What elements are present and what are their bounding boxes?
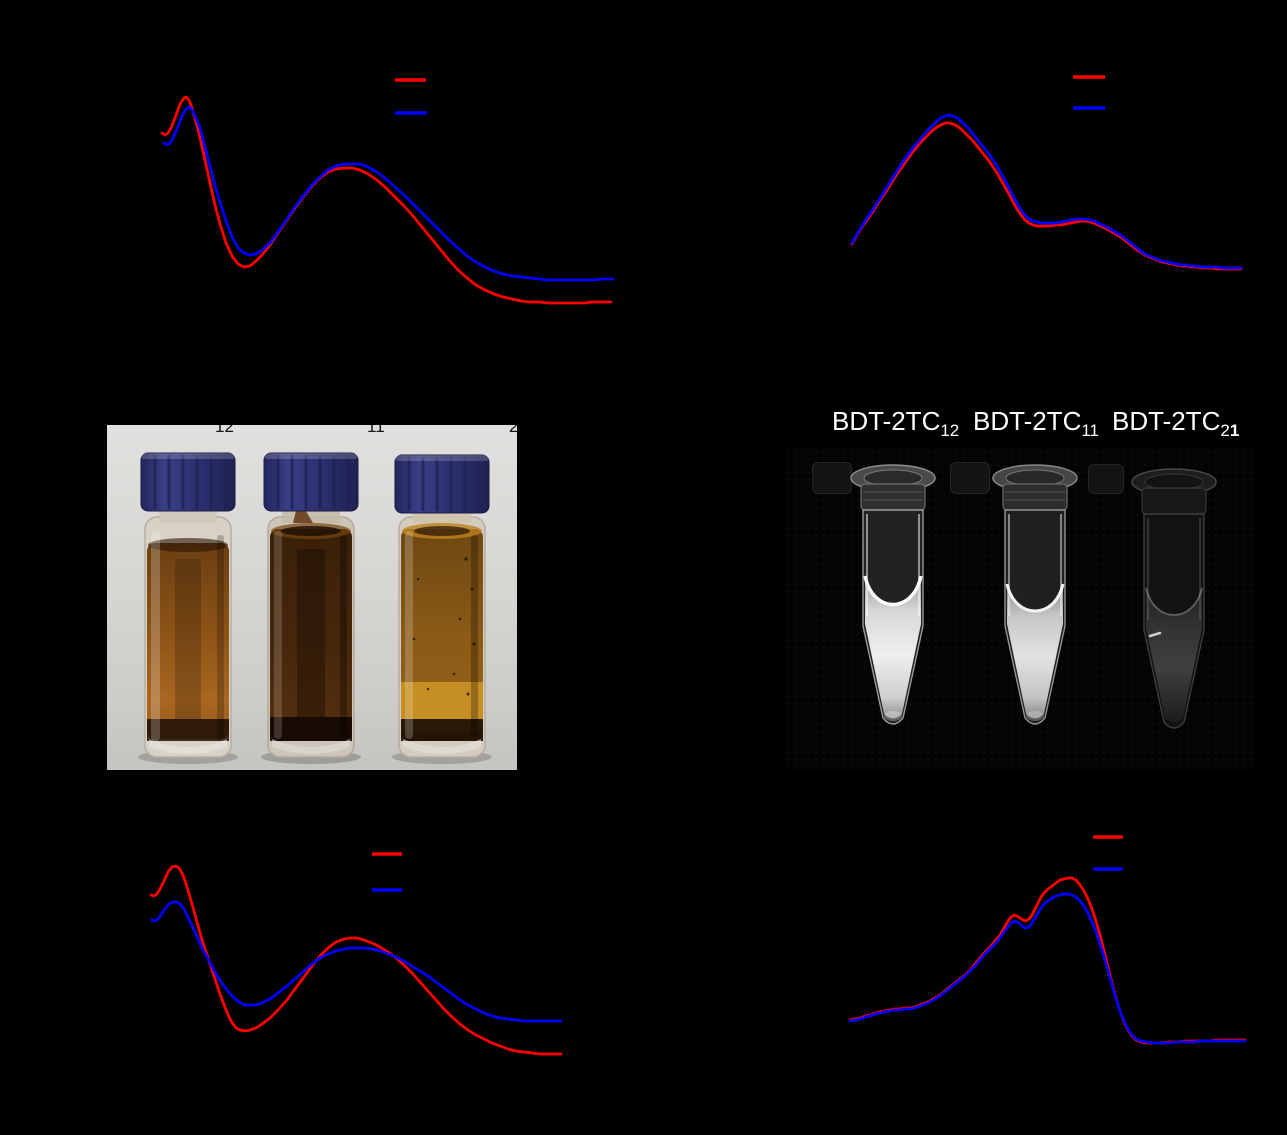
vial-3-image (392, 454, 492, 764)
tube-label-3: BDT-2TC21 (1112, 406, 1240, 440)
tube-2-image (992, 464, 1078, 725)
vial-1-image (138, 452, 238, 764)
tube-1 (843, 456, 943, 741)
tube-2-cap-tab (950, 462, 990, 494)
tubes-photo (785, 448, 1255, 770)
tube-label-1: BDT-2TC12 (832, 406, 960, 440)
spectrum-top-left-series-red (160, 95, 613, 305)
spectrum-bottom-left-series-red (149, 864, 563, 1056)
vial-1 (135, 439, 241, 765)
tube-label-2: BDT-2TC11 (973, 406, 1099, 440)
tube-labels-row: BDT-2TC12 BDT-2TC11 BDT-2TC21 (785, 404, 1263, 446)
vial-label-fragment-2: 11 (367, 425, 385, 436)
vial-2-image (261, 452, 361, 764)
spectrum-bottom-left-series-blue (150, 900, 563, 1023)
vial-3 (388, 439, 496, 765)
vials-photo: 12 11 2 (107, 425, 517, 770)
chart-bottom-left-spectrum (130, 840, 660, 1075)
spectrum-top-left-series-blue (162, 105, 615, 282)
chart-top-left-spectrum (130, 60, 660, 330)
tube-3-cap-tab (1088, 464, 1124, 494)
vial-label-fragment-1: 12 (215, 425, 234, 436)
spectrum-bottom-right-series-blue (848, 892, 1247, 1045)
tube-1-image (850, 464, 936, 725)
spectrum-top-right-series-blue (850, 113, 1243, 270)
chart-top-right-spectrum (820, 60, 1270, 300)
tube-2 (985, 456, 1085, 741)
vial-label-fragment-3: 2 (509, 425, 517, 436)
vial-2 (259, 439, 363, 765)
chart-bottom-right-spectrum (820, 820, 1270, 1060)
tube-1-cap-tab (812, 462, 852, 494)
tube-3-image (1131, 468, 1217, 729)
spectrum-top-right-series-red (850, 121, 1243, 271)
tube-3 (1124, 460, 1224, 745)
